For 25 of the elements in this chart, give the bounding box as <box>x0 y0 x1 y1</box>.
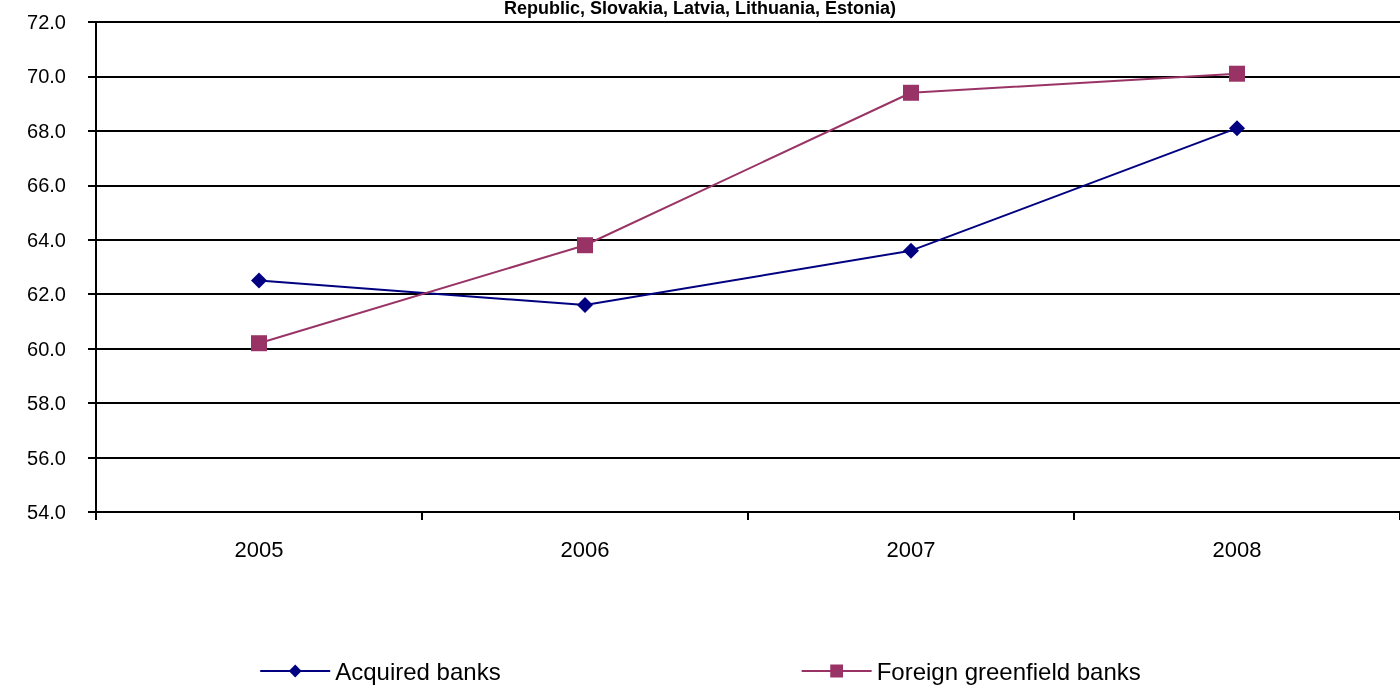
point <box>251 335 267 352</box>
y-tick-label: 60.0 <box>27 337 66 360</box>
legend-label: Acquired banks <box>335 657 501 685</box>
y-tick-label: 56.0 <box>27 446 66 469</box>
y-tick-label: 54.0 <box>27 501 66 523</box>
point <box>577 297 593 314</box>
point <box>903 242 919 259</box>
x-tick-label: 2006 <box>560 536 610 562</box>
y-tick-label: 72.0 <box>27 11 66 33</box>
chart-title: Republic, Slovakia, Latvia, Lithuania, Estonia) <box>503 0 897 18</box>
point <box>1229 65 1245 82</box>
point <box>1229 120 1245 137</box>
x-tick-label: 2008 <box>1212 536 1262 562</box>
x-tick-label: 2007 <box>886 536 936 562</box>
point <box>251 272 267 289</box>
point <box>577 237 593 254</box>
y-tick-label: 70.0 <box>27 65 66 88</box>
x-tick-label: 2005 <box>234 536 284 562</box>
point <box>903 84 919 101</box>
y-tick-label: 58.0 <box>27 392 66 415</box>
y-tick-label: 68.0 <box>27 119 66 142</box>
y-tick-label: 62.0 <box>27 283 66 306</box>
y-tick-label: 66.0 <box>27 174 66 197</box>
y-tick-label: 64.0 <box>27 228 66 251</box>
legend-label: Foreign greenfield banks <box>876 657 1141 685</box>
